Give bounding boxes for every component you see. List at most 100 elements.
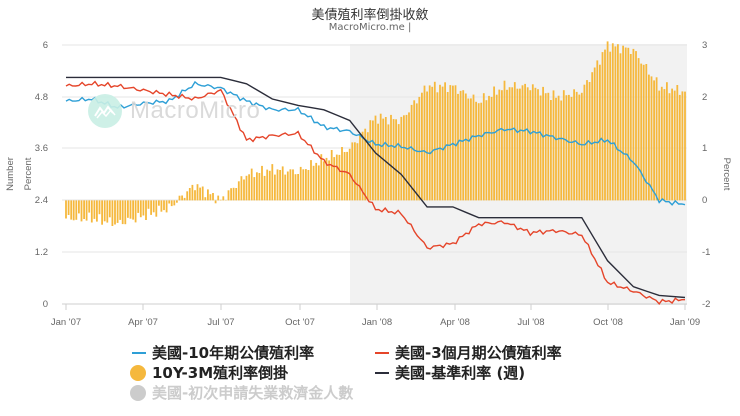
svg-text:Jul '08: Jul '08 [517,317,544,328]
inversion-bar [372,120,374,201]
inversion-bar [565,95,568,201]
inversion-bar [245,175,248,201]
inversion-bar [660,86,663,201]
inversion-bar [165,200,168,213]
legend-label: 美國-10年期公債殖利率 [152,344,315,362]
inversion-bar [338,154,341,201]
inversion-bar [439,84,441,201]
inversion-bar [209,194,212,201]
inversion-bar [629,54,632,201]
inversion-bar [114,200,116,225]
inversion-bar [359,134,361,201]
inversion-bar [101,200,103,225]
svg-text:-1: -1 [702,247,710,258]
inversion-bar [550,100,552,201]
inversion-bar [410,104,413,201]
inversion-bar [207,189,209,201]
inversion-bar [212,193,214,201]
svg-text:Jan '09: Jan '09 [670,317,700,328]
inversion-bar [513,82,516,201]
inversion-bar [70,200,73,220]
inversion-bar [364,128,367,201]
inversion-bar [436,92,439,201]
inversion-bar [676,85,679,201]
inversion-bar [568,94,570,201]
inversion-bar [78,200,80,214]
inversion-bar [188,188,191,201]
inversion-bar [387,124,390,201]
inversion-bar [268,170,271,201]
inversion-bar [531,84,534,201]
inversion-bar [441,86,444,201]
inversion-bar [395,119,397,201]
svg-text:Apr '08: Apr '08 [440,317,470,328]
inversion-bar [400,116,403,201]
line-swatch-icon [375,351,389,354]
inversion-bar [619,53,622,201]
inversion-bar [279,170,281,201]
inversion-bar [65,200,67,219]
inversion-bar [433,81,436,201]
inversion-bar [85,200,88,221]
legend-item-jobless-claims[interactable]: 美國-初次申請失業救濟金人數 [130,382,353,403]
inversion-bar [67,200,70,215]
inversion-bar [501,90,503,201]
macromicro-logo-icon [88,94,122,128]
inversion-bar [310,160,312,201]
inversion-bar [90,200,93,223]
inversion-bar [493,86,495,201]
inversion-bar [495,94,498,201]
inversion-bar [601,52,604,201]
legend-item-3m-yield[interactable]: 美國-3個月期公債殖利率 [375,342,562,363]
watermark: MacroMicro [88,94,260,128]
inversion-bar [335,154,338,201]
legend-item-10y-yield[interactable]: 美國-10年期公債殖利率 [132,342,314,363]
inversion-bar [142,200,145,216]
inversion-bar [134,200,137,223]
inversion-bar [480,102,483,201]
inversion-bar [640,63,643,201]
inversion-bar [526,87,529,201]
svg-text:4.8: 4.8 [35,92,48,103]
inversion-bar [281,166,284,201]
inversion-bar [155,200,158,217]
inversion-bar [578,94,581,201]
inversion-bar [294,174,297,201]
inversion-bar [250,168,253,201]
inversion-bar [580,92,583,201]
inversion-bar [305,169,307,201]
inversion-bar [374,115,377,201]
inversion-bar [611,43,614,201]
inversion-bar [93,200,96,219]
inversion-bar [606,41,609,201]
svg-text:1.2: 1.2 [35,247,48,258]
inversion-bar [88,200,91,213]
watermark-text: MacroMicro [130,97,261,124]
inversion-bar [222,196,225,201]
dot-swatch-icon [130,364,146,381]
inversion-bar [529,90,532,201]
series-10y-yield-line [65,80,686,206]
inversion-bar [83,200,85,219]
inversion-bar [96,200,98,222]
legend-label: 美國-基準利率 (週) [395,364,526,382]
inversion-bar [132,200,134,220]
legend-label: 美國-3個月期公債殖利率 [395,344,562,362]
inversion-bar [116,200,119,223]
inversion-bar [521,85,524,201]
inversion-bar [426,91,428,201]
inversion-bar [204,197,207,201]
inversion-bar [655,77,658,201]
inversion-bar [627,47,630,201]
inversion-bar [176,200,178,203]
inversion-bar [199,187,201,201]
inversion-bar [464,93,467,201]
legend-item-fed-rate[interactable]: 美國-基準利率 (週) [375,362,525,383]
legend-item-inversion[interactable]: 10Y-3M殖利率倒掛 [130,362,288,383]
inversion-bar [317,165,320,201]
inversion-bar [124,200,127,225]
inversion-bar [508,87,511,201]
inversion-bar [343,152,346,201]
inversion-bar [390,114,392,201]
inversion-bar [243,179,245,201]
